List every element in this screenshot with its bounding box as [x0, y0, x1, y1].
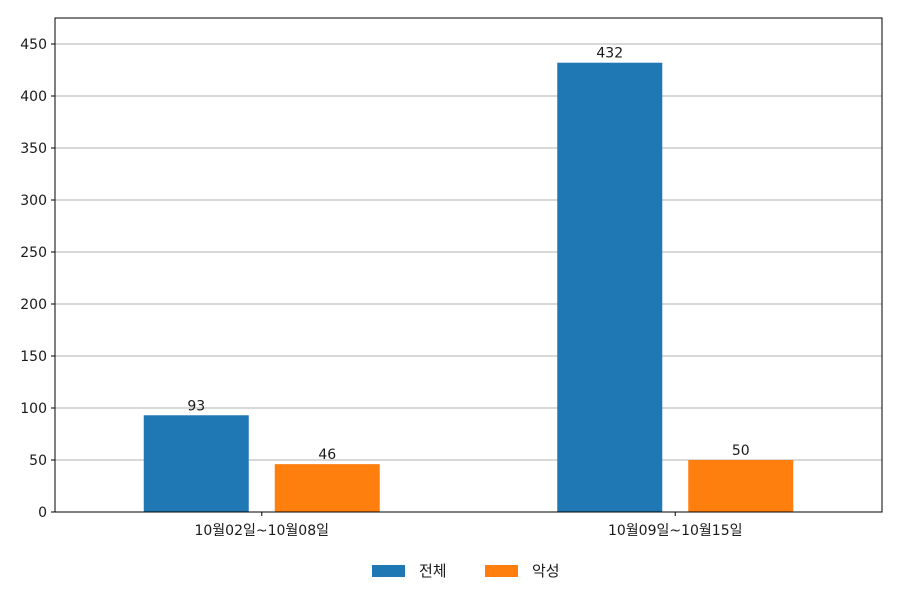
y-tick-label: 100 — [20, 401, 47, 417]
data-label: 93 — [187, 398, 205, 414]
y-tick-label: 450 — [20, 37, 47, 53]
y-axis: 0 50 100 150 200 250 300 350 400 450 — [20, 37, 55, 521]
data-labels: 93 46 432 50 — [187, 46, 749, 463]
x-axis: 10월02일~10월08일 10월09일~10월15일 — [194, 512, 743, 539]
y-tick-label: 150 — [20, 349, 47, 365]
plot-frame — [54, 17, 883, 513]
y-tick-label: 400 — [20, 89, 47, 105]
legend-label-malicious: 악성 — [532, 562, 560, 580]
bar-total-1 — [557, 62, 663, 512]
data-label: 50 — [732, 443, 750, 459]
y-tick-label: 200 — [20, 297, 47, 313]
y-tick-label: 50 — [29, 453, 47, 469]
x-tick-label: 10월02일~10월08일 — [194, 523, 329, 539]
y-tick-label: 350 — [20, 141, 47, 157]
bars — [143, 62, 794, 512]
data-label: 432 — [596, 46, 623, 62]
legend-swatch-malicious — [485, 565, 518, 577]
x-tick-label: 10월09일~10월15일 — [608, 523, 743, 539]
gridlines — [55, 43, 882, 461]
bar-malicious-0 — [274, 464, 380, 512]
bar-total-0 — [143, 415, 249, 512]
y-tick-label: 0 — [38, 505, 47, 521]
bar-malicious-1 — [688, 460, 794, 512]
y-tick-label: 250 — [20, 245, 47, 261]
y-tick-label: 300 — [20, 193, 47, 209]
legend: 전체 악성 — [372, 562, 560, 580]
data-label: 46 — [318, 447, 336, 463]
legend-swatch-total — [372, 565, 405, 577]
legend-label-total: 전체 — [419, 562, 447, 580]
